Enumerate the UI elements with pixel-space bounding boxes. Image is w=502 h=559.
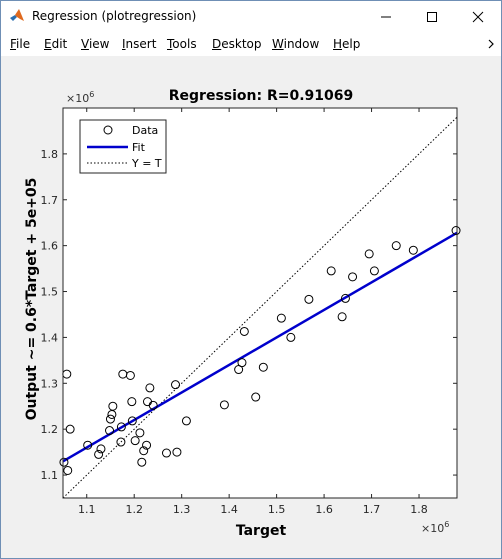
legend-identity-label: Y = T [131, 157, 162, 170]
menu-file[interactable]: File [10, 37, 31, 51]
data-point [96, 444, 106, 454]
maximize-icon [427, 11, 437, 22]
data-point [139, 446, 149, 456]
data-point [369, 266, 379, 276]
axes-box [62, 107, 458, 499]
data-point [251, 392, 261, 402]
data-point [137, 457, 147, 467]
menu-desktop[interactable]: Desktop [212, 37, 262, 51]
x-tick-label: 1.2 [125, 503, 143, 516]
x-tick-label: 1.4 [220, 503, 238, 516]
data-point [116, 437, 126, 447]
data-point [258, 362, 268, 372]
data-point [172, 447, 182, 457]
y-axis-label: Output ~= 0.6*Target + 5e+05 [24, 178, 40, 421]
data-point [286, 332, 296, 342]
x-tick-label: 1.6 [315, 503, 333, 516]
data-point [108, 401, 118, 411]
menu-window[interactable]: Window [272, 37, 320, 51]
y-tick-label: 1.4 [41, 331, 59, 344]
x-tick-label: 1.7 [363, 503, 381, 516]
data-point [145, 383, 155, 393]
menu-bar: File Edit View Insert Tools Desktop Wind… [1, 32, 501, 56]
close-button[interactable] [455, 1, 501, 32]
data-point [142, 440, 152, 450]
data-point [148, 400, 158, 410]
close-icon [472, 11, 484, 22]
data-point [94, 449, 104, 459]
x-tick-label: 1.3 [173, 503, 191, 516]
y-tick-label: 1.5 [41, 286, 59, 299]
minimize-icon [381, 16, 391, 17]
data-point [127, 416, 137, 426]
chevron-right-icon[interactable] [485, 38, 497, 50]
data-point [130, 436, 140, 446]
y-tick-label: 1.8 [41, 148, 59, 161]
data-point [105, 426, 115, 436]
data-point [219, 400, 229, 410]
data-point [171, 380, 181, 390]
y-tick-label: 1.6 [41, 240, 59, 253]
y-tick-label: 1.7 [41, 194, 59, 207]
matlab-logo-icon [10, 9, 24, 21]
window-title: Regression (plotregression) [32, 9, 197, 23]
legend-data-marker [103, 125, 113, 135]
x-tick-label: 1.8 [410, 503, 428, 516]
data-point [337, 312, 347, 322]
data-point [63, 465, 73, 475]
legend-fit-label: Fit [132, 141, 146, 154]
identity-line [62, 116, 458, 499]
menu-view[interactable]: View [81, 37, 110, 51]
y-tick-label: 1.1 [41, 469, 59, 482]
data-point [326, 266, 336, 276]
x-tick-label: 1.5 [268, 503, 286, 516]
legend-data-label: Data [132, 124, 158, 137]
chart-title: Regression: R=0.91069 [169, 88, 354, 104]
x-axis-label: Target [236, 523, 287, 539]
legend[interactable]: Data Fit Y = T [79, 119, 167, 174]
data-point [408, 245, 418, 255]
data-point [451, 226, 461, 236]
menu-tools[interactable]: Tools [167, 37, 197, 51]
y-tick-label: 1.2 [41, 423, 59, 436]
menu-help[interactable]: Help [333, 37, 361, 51]
data-point [348, 272, 358, 282]
data-point [237, 358, 247, 368]
data-point [161, 448, 171, 458]
data-point [304, 294, 314, 304]
data-point [364, 249, 374, 259]
x-axis-exponent: ×106 [421, 520, 449, 535]
x-tick-label: 1.1 [78, 503, 96, 516]
data-point [116, 422, 126, 432]
data-point [135, 428, 145, 438]
minimize-button[interactable] [363, 1, 409, 32]
data-point [127, 397, 137, 407]
data-point [340, 293, 350, 303]
regression-plot[interactable]: 1.1 1.2 1.3 1.4 1.5 1.6 1.7 1.8 1.1 1.2 1.3 1.4 1.5 1… [1, 56, 501, 558]
menu-insert[interactable]: Insert [122, 37, 157, 51]
data-point [276, 313, 286, 323]
data-point [83, 440, 93, 450]
menu-edit[interactable]: Edit [44, 37, 68, 51]
data-point [59, 457, 69, 467]
figure-canvas: 1.1 1.2 1.3 1.4 1.5 1.6 1.7 1.8 1.1 1.2 1.3 1.4 1.5 1… [1, 56, 501, 558]
data-point [125, 370, 135, 380]
data-point [391, 241, 401, 251]
data-point [105, 414, 115, 424]
data-point [239, 326, 249, 336]
y-axis-exponent: ×106 [66, 90, 94, 105]
maximize-button[interactable] [409, 1, 455, 32]
y-tick-label: 1.3 [41, 377, 59, 390]
title-bar[interactable]: Regression (plotregression) [1, 1, 501, 32]
data-point [181, 416, 191, 426]
